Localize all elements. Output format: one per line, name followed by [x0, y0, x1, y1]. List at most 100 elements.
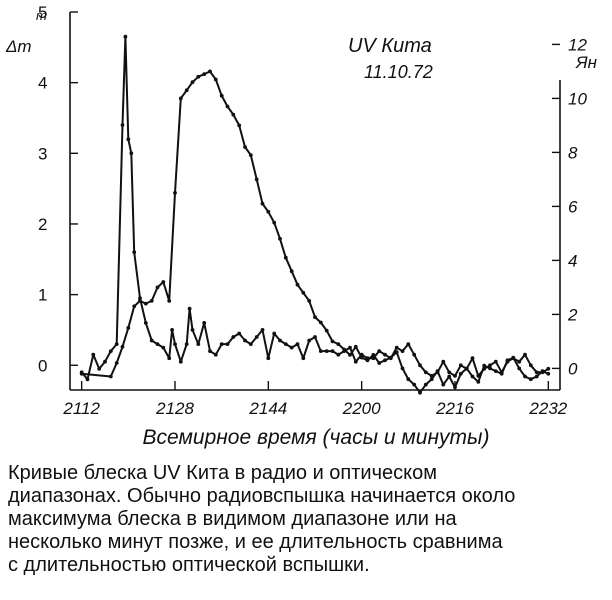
radio-data-point — [488, 366, 492, 371]
radio-data-point — [418, 390, 422, 395]
optical-data-point — [248, 342, 253, 346]
optical-data-point — [178, 359, 183, 364]
radio-data-point — [546, 371, 551, 376]
optical-data-point — [313, 335, 317, 339]
radio-data-point — [336, 342, 341, 346]
optical-data-point — [155, 342, 160, 346]
radio-data-point — [324, 328, 329, 333]
radio-data-point — [464, 366, 469, 371]
y-left-tick-label: 3 — [38, 144, 47, 163]
optical-data-point — [377, 349, 382, 353]
optical-data-point — [418, 363, 422, 368]
y-right-tick-label: 12 — [568, 35, 587, 54]
optical-data-point — [170, 328, 175, 332]
radio-data-point — [219, 93, 224, 98]
optical-series-line — [80, 35, 549, 381]
y-right-tick-label: 0 — [568, 359, 578, 378]
radio-data-point — [412, 382, 417, 387]
optical-data-point — [534, 370, 539, 375]
radio-data-point — [458, 371, 463, 376]
radio-data-point — [283, 255, 288, 260]
optical-data-point — [173, 342, 177, 346]
y-right-tick-label: 2 — [567, 305, 578, 324]
radio-data-point — [499, 371, 504, 376]
radio-data-point — [371, 353, 376, 357]
x-tick-label: 2128 — [155, 399, 194, 418]
optical-data-point — [225, 342, 230, 346]
radio-data-point — [202, 72, 207, 76]
optical-data-point — [348, 345, 352, 350]
x-axis-ticks: 2112 2128 2144 2200 2216 2232 — [62, 381, 568, 418]
radio-data-point — [400, 366, 405, 371]
optical-data-point — [470, 356, 475, 361]
optical-data-point — [132, 250, 137, 255]
optical-data-point — [161, 345, 166, 350]
optical-data-point — [400, 349, 405, 353]
radio-data-point — [114, 361, 119, 365]
optical-data-point — [517, 359, 522, 364]
radio-data-point — [534, 374, 539, 379]
optical-data-point — [91, 352, 96, 357]
radio-data-point — [213, 77, 218, 82]
right-axis-ticks: 0 2 4 6 8 10 12 — [552, 35, 587, 378]
series-layer — [79, 34, 551, 395]
optical-data-point — [231, 335, 236, 339]
radio-data-point — [173, 191, 177, 195]
radio-data-point — [138, 299, 142, 303]
radio-data-point — [208, 69, 212, 74]
optical-data-point — [528, 363, 533, 368]
caption-line: максимума блеска в видимом диапазоне или… — [8, 508, 457, 530]
radio-data-point — [406, 377, 411, 382]
optical-data-point — [254, 335, 259, 339]
radio-data-point — [231, 112, 236, 117]
caption-line: с длительностью оптической вспышки. — [8, 554, 370, 576]
optical-data-point — [324, 349, 329, 353]
radio-series-line — [81, 70, 549, 394]
optical-data-point — [353, 359, 358, 364]
radio-data-point — [272, 220, 277, 225]
radio-data-point — [517, 366, 522, 371]
optical-data-point — [307, 338, 312, 343]
radio-data-point — [313, 315, 317, 319]
radio-data-point — [307, 299, 312, 303]
radio-data-point — [266, 209, 271, 214]
optical-data-point — [213, 352, 218, 357]
radio-data-point — [295, 282, 300, 287]
radio-data-point — [178, 96, 183, 101]
optical-data-point — [196, 342, 201, 346]
radio-data-point — [377, 361, 382, 365]
optical-data-point — [202, 321, 207, 325]
optical-data-point — [97, 366, 102, 371]
radio-data-point — [248, 153, 253, 158]
optical-data-point — [447, 370, 452, 375]
radio-data-point — [359, 355, 364, 360]
optical-data-point — [441, 359, 446, 364]
y-axis-left-unit: m — [36, 8, 47, 23]
optical-data-point — [184, 342, 189, 346]
optical-data-point — [219, 342, 224, 346]
radio-data-point — [470, 374, 475, 379]
chart-title: UV Кита — [348, 35, 432, 57]
radio-data-point — [190, 80, 195, 85]
optical-data-point — [383, 352, 387, 357]
radio-data-point — [505, 358, 510, 363]
radio-data-point — [318, 320, 323, 325]
radio-data-point — [289, 269, 294, 274]
radio-data-point — [79, 371, 84, 376]
optical-data-point — [120, 123, 125, 127]
optical-data-point — [266, 356, 271, 361]
optical-data-point — [488, 363, 492, 368]
x-tick-label: 2232 — [528, 399, 567, 418]
optical-data-point — [85, 377, 90, 382]
x-tick-label: 2144 — [248, 399, 287, 418]
radio-data-point — [493, 369, 498, 373]
radio-data-point — [365, 358, 370, 363]
radio-data-point — [528, 377, 533, 382]
radio-data-point — [143, 301, 148, 306]
optical-data-point — [260, 328, 265, 332]
optical-data-point — [423, 370, 428, 375]
radio-data-point — [167, 299, 172, 303]
optical-data-point — [523, 352, 527, 357]
optical-data-point — [458, 363, 463, 368]
caption-line: диапазонах. Обычно радиовспышка начинает… — [8, 485, 516, 507]
